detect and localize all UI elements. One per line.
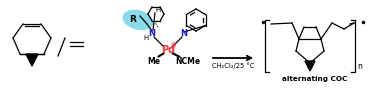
Text: NCMe: NCMe: [175, 58, 201, 67]
Text: R: R: [130, 14, 136, 24]
Text: N: N: [181, 29, 187, 38]
Ellipse shape: [123, 10, 153, 30]
Text: H: H: [155, 7, 161, 13]
Text: H: H: [143, 35, 149, 41]
Text: N: N: [149, 29, 155, 38]
Polygon shape: [305, 61, 315, 71]
Text: Pd: Pd: [161, 45, 175, 55]
Text: ⊕: ⊕: [170, 42, 176, 48]
Polygon shape: [26, 54, 38, 66]
Text: n: n: [357, 62, 362, 71]
Text: alternating COC: alternating COC: [282, 76, 348, 82]
Text: CH₂Cl₂/25 °C: CH₂Cl₂/25 °C: [212, 62, 254, 69]
Text: Me: Me: [147, 58, 161, 67]
